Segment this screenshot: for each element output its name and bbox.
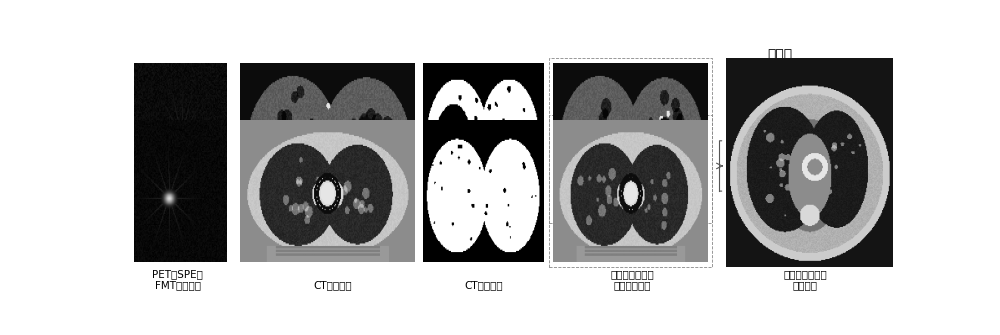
Text: CT截取图片: CT截取图片 [313,280,352,290]
Text: 肺结核: 肺结核 [767,48,792,62]
Bar [549,58,712,223]
Text: CT分割图片: CT分割图片 [465,280,503,290]
Bar [549,115,712,267]
Text: PET、SPE、
FMT定位图片: PET、SPE、 FMT定位图片 [152,269,203,290]
Text: 相似度计算查找
诊断病例: 相似度计算查找 诊断病例 [784,269,827,290]
Text: 患病区域提取以
计算特征向量: 患病区域提取以 计算特征向量 [611,269,654,290]
